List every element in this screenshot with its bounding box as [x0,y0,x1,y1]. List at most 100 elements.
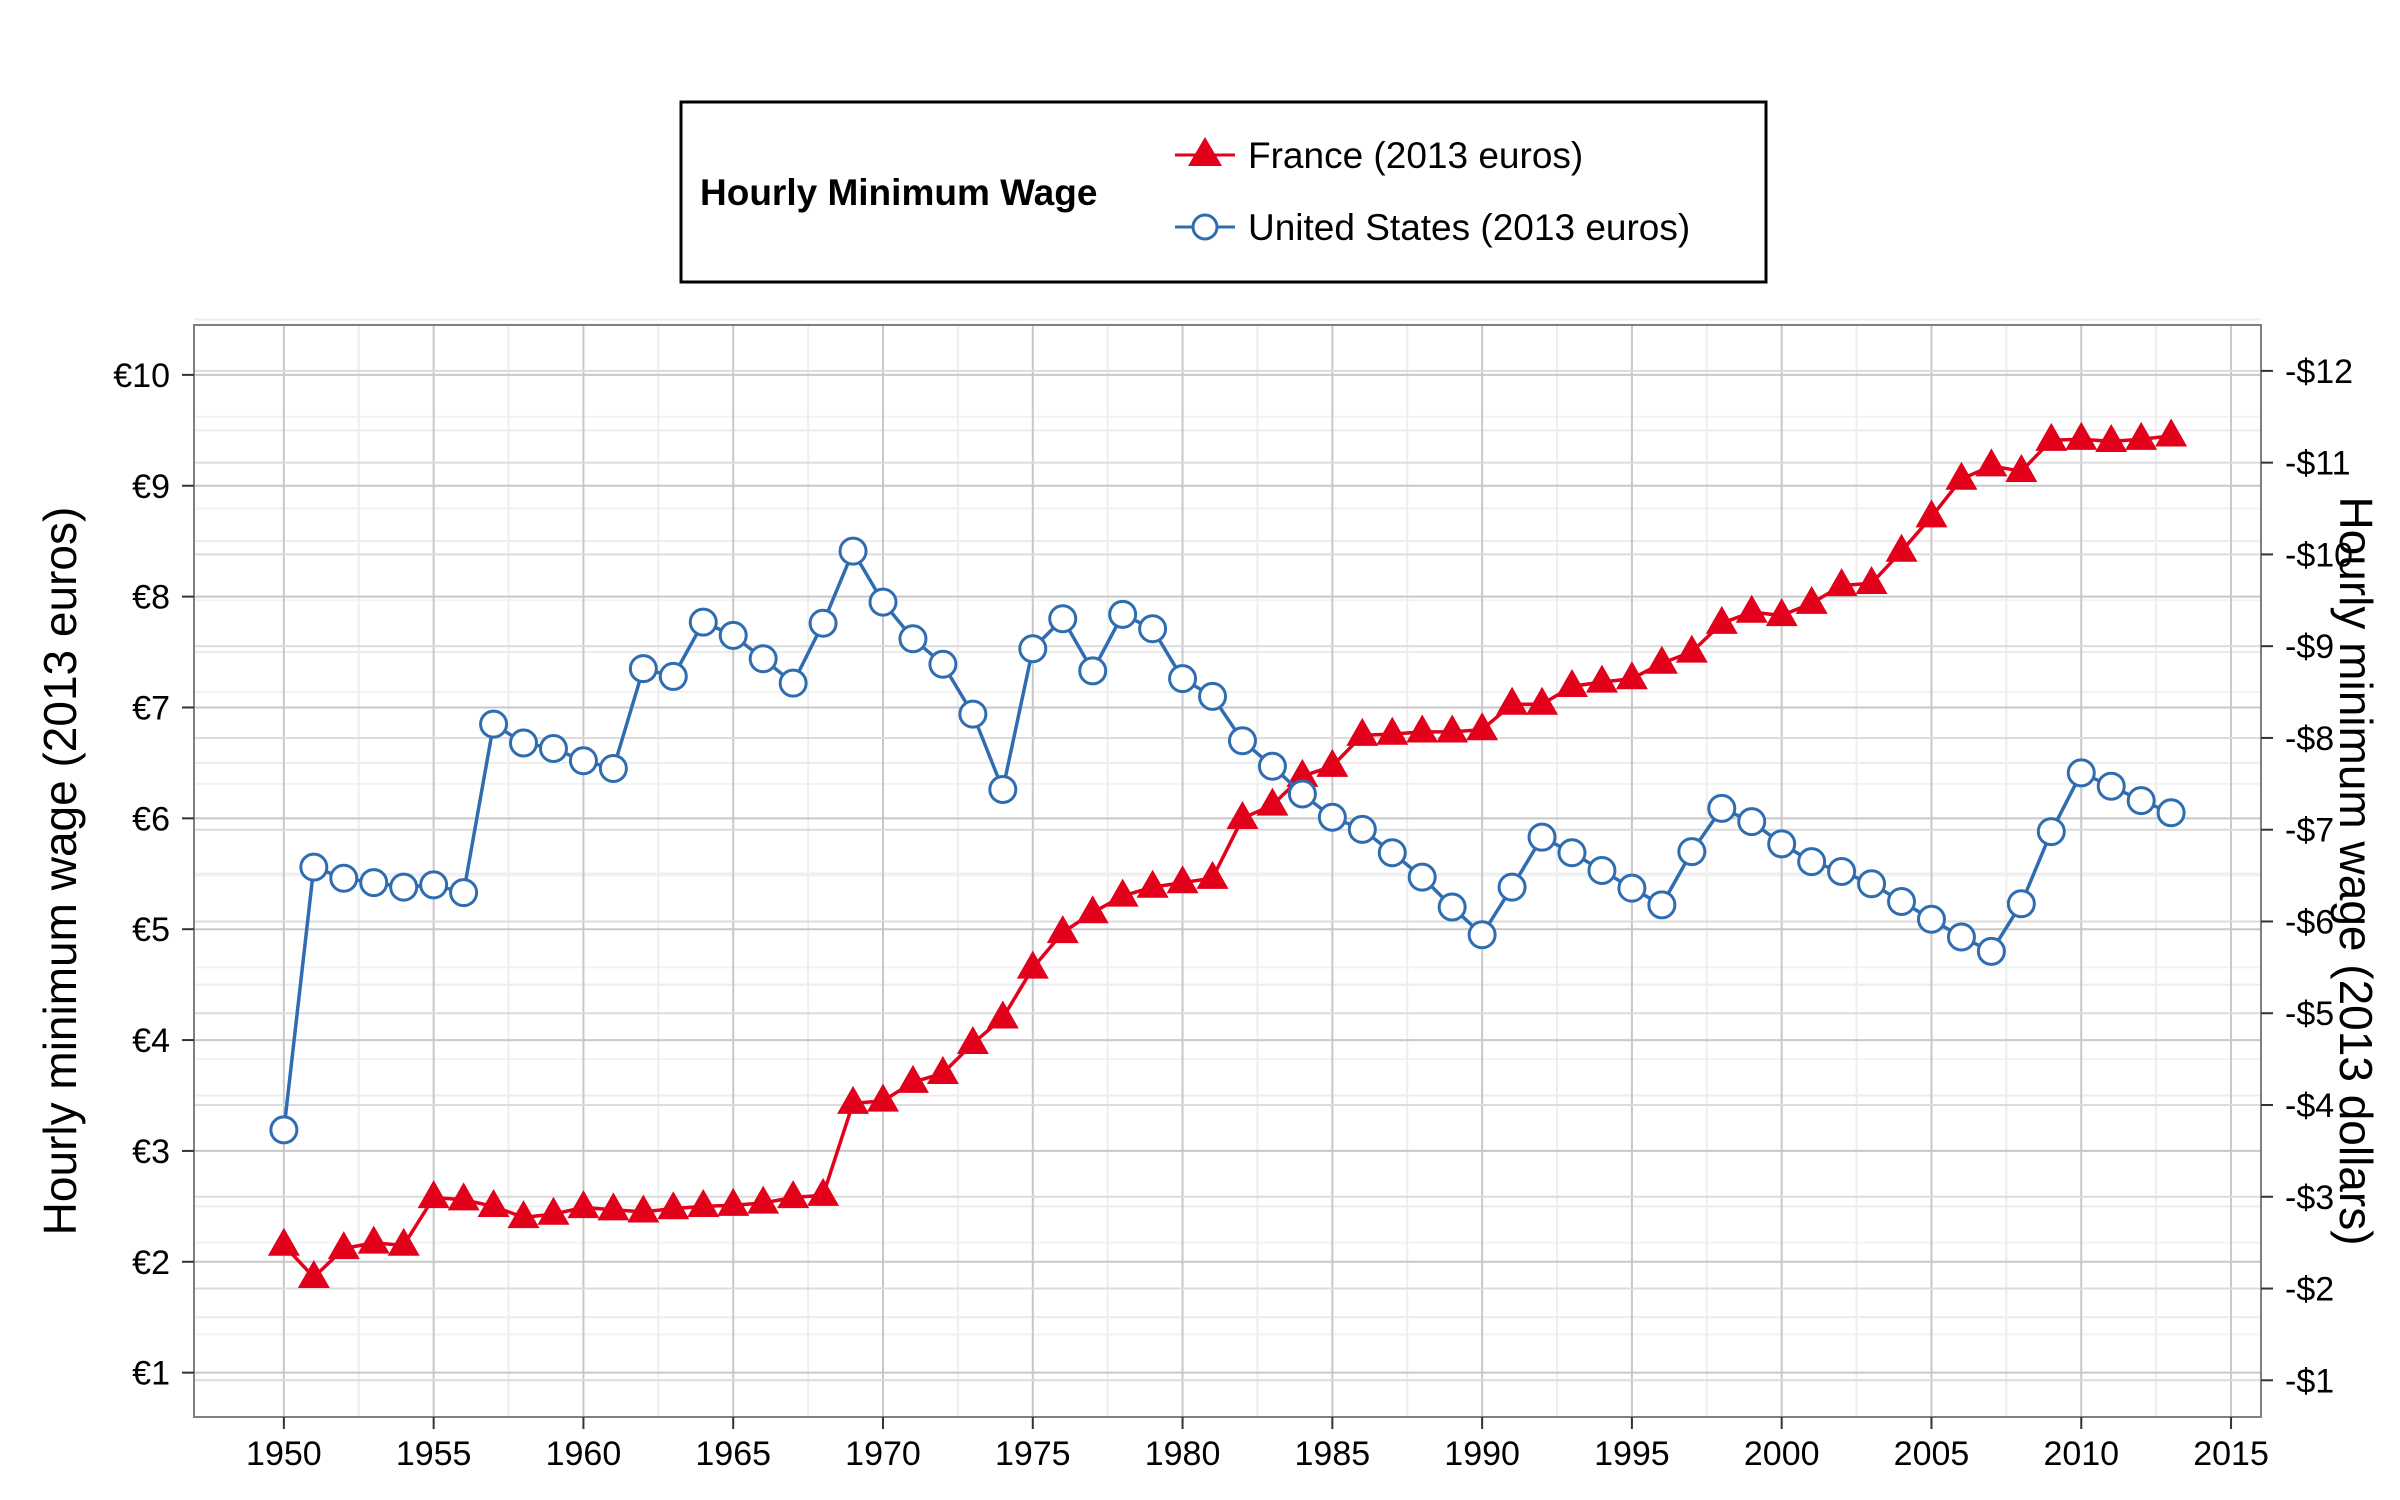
data-point-united-states [778,668,808,698]
data-point-united-states [598,753,628,783]
data-point-united-states [509,728,539,758]
data-point-france [1705,605,1738,634]
data-point-united-states [1138,614,1168,644]
data-point-france [926,1055,959,1084]
data-point-united-states [1707,793,1737,823]
series-line-united-states [282,549,2172,1131]
data-point-france [717,1187,750,1216]
data-point-france [986,1000,1019,1029]
data-point-united-states [838,536,868,566]
x-tick-label: 1965 [695,1435,771,1473]
data-point-united-states [1407,862,1437,892]
y2-tick-label: -$6 [2285,903,2334,941]
data-point-france [1735,594,1768,623]
x-tick-label: 1955 [396,1435,472,1473]
x-tick-label: 1990 [1444,1435,1520,1473]
data-point-france [1376,716,1409,745]
data-point-united-states [808,608,838,638]
data-point-france [867,1083,899,1112]
series-france [267,418,2188,1288]
data-point-france [447,1182,480,1211]
data-point-france [1615,661,1648,690]
data-point-france [777,1180,810,1209]
data-point-france [1016,950,1049,979]
data-point-france [1046,915,1079,944]
data-point-france [327,1231,360,1260]
data-point-france [1945,461,1978,490]
x-tick-label: 1985 [1295,1435,1371,1473]
data-point-united-states [1078,656,1108,686]
data-point-united-states [1168,664,1198,694]
data-point-united-states [718,620,748,650]
y-tick-label: €1 [132,1355,170,1393]
data-point-france [387,1227,420,1256]
data-point-france [567,1190,600,1219]
data-point-france [747,1185,780,1214]
data-point-united-states [1317,802,1347,832]
data-point-united-states [688,607,718,637]
x-tick-label: 2005 [1894,1435,1970,1473]
series-united-states [269,536,2186,1145]
data-point-united-states [269,1115,299,1145]
y-axis-title-right: Hourly minimum wage (2013 dollars) [2330,496,2382,1245]
data-point-united-states [988,775,1018,805]
data-point-united-states [1946,922,1976,952]
data-point-france [297,1259,330,1288]
x-tick-label: 2015 [2193,1435,2269,1473]
data-point-united-states [748,644,778,674]
data-point-united-states [1108,599,1138,629]
data-point-france [2065,421,2098,450]
y-tick-label: €3 [132,1133,170,1171]
data-point-united-states [568,746,598,776]
x-tick-label: 1960 [546,1435,622,1473]
y2-tick-label: -$2 [2285,1271,2334,1309]
data-point-france [1795,585,1828,614]
x-tick-label: 2000 [1744,1435,1820,1473]
y2-tick-label: -$7 [2285,812,2334,850]
data-point-france [507,1200,540,1229]
y-axis-title-left: Hourly minimum wage (2013 euros) [34,507,86,1236]
data-point-united-states [928,649,958,679]
y2-tick-label: -$10 [2285,536,2353,574]
y-tick-label: €7 [132,689,170,727]
data-point-france [2035,422,2068,451]
data-point-united-states [2156,798,2186,828]
data-point-france [1825,568,1858,597]
data-point-united-states [1557,838,1587,868]
data-point-france [2095,424,2128,453]
data-point-france [2005,453,2038,482]
data-point-france [627,1194,660,1223]
data-point-united-states [898,624,928,654]
x-tick-label: 1995 [1594,1435,1670,1473]
data-point-united-states [1527,822,1557,852]
data-point-france [1316,748,1349,777]
data-point-united-states [2036,817,2066,847]
data-point-united-states [1976,936,2006,966]
y-tick-label: €8 [132,579,170,617]
data-point-france [597,1192,630,1221]
y-tick-label: €4 [132,1022,170,1060]
data-point-united-states [1737,807,1767,837]
data-point-united-states [2066,758,2096,788]
legend-marker-triangle [1188,137,1222,166]
series-line-france [282,434,2172,1280]
x-tick-label: 1970 [845,1435,921,1473]
data-point-united-states [1587,855,1617,885]
data-point-france [1556,669,1588,698]
data-point-france [1496,686,1529,715]
data-point-united-states [1797,847,1827,877]
x-tick-label: 1950 [246,1435,322,1473]
legend-entry-france: France (2013 euros) [1175,135,1583,176]
data-point-france [1346,717,1379,746]
data-point-france [1466,712,1499,741]
grid [194,318,2261,1418]
data-point-united-states [329,863,359,893]
data-point-united-states [868,587,898,617]
y-tick-label: €5 [132,911,170,949]
data-point-france [1915,499,1948,528]
data-point-france [1226,800,1259,829]
y2-tick-label: -$12 [2285,353,2353,391]
data-point-france [1855,565,1888,594]
data-point-united-states [628,654,658,684]
data-point-france [1136,869,1169,898]
